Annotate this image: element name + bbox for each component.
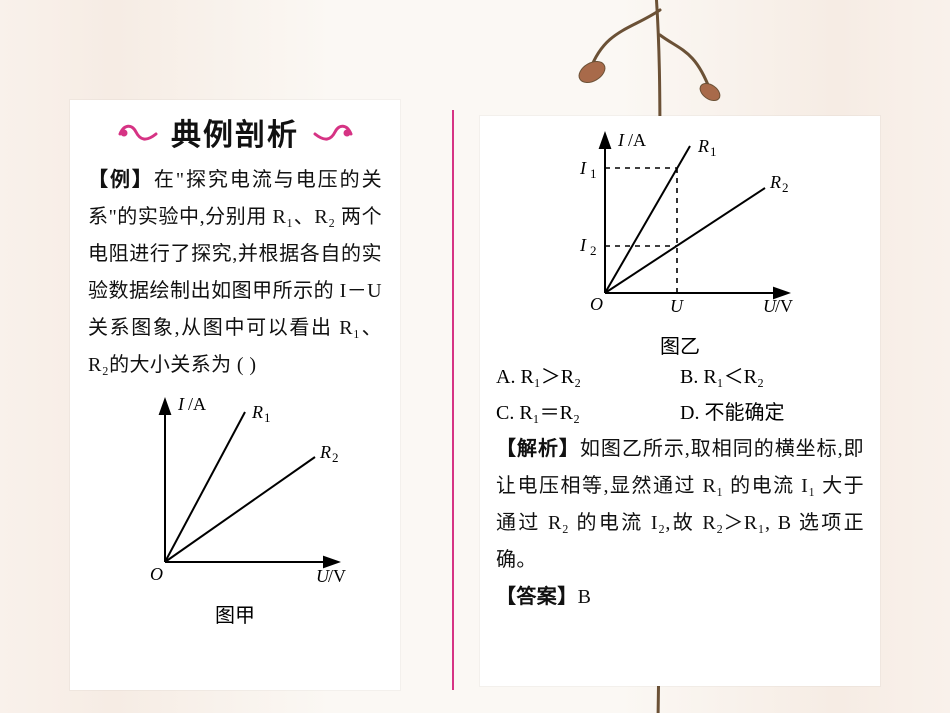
svg-text:I: I: [177, 394, 185, 414]
figure-jia: I /A U /V O R 1 R 2 图甲: [88, 392, 382, 628]
section-title-text: 典例剖析: [171, 119, 299, 152]
swirl-left-icon: [114, 121, 162, 151]
answer-prefix: 【答案】: [496, 586, 578, 608]
svg-text:1: 1: [710, 144, 717, 159]
svg-text:I: I: [617, 130, 625, 150]
svg-text:1: 1: [590, 166, 597, 181]
figure-yi-caption: 图乙: [496, 330, 864, 359]
svg-text:R: R: [769, 172, 781, 192]
page: 典例剖析 【例】在"探究电流与电压的关系"的实验中,分别用 R₁、R₂ 两个电阻…: [0, 0, 950, 713]
left-column: 典例剖析 【例】在"探究电流与电压的关系"的实验中,分别用 R₁、R₂ 两个电阻…: [70, 100, 400, 690]
column-divider: [452, 110, 454, 690]
svg-text:1: 1: [264, 410, 271, 425]
svg-text:/V: /V: [328, 566, 346, 586]
option-a: A. R₁＞R₂: [496, 359, 680, 395]
section-title: 典例剖析: [88, 110, 382, 154]
figure-jia-caption: 图甲: [88, 599, 382, 628]
option-c: C. R₁＝R₂: [496, 395, 680, 431]
svg-text:2: 2: [332, 450, 339, 465]
problem-prefix: 【例】: [88, 169, 154, 191]
svg-text:I: I: [579, 235, 587, 255]
options: A. R₁＞R₂ B. R₁＜R₂ C. R₁＝R₂ D. 不能确定: [496, 359, 864, 431]
svg-text:U: U: [670, 296, 684, 316]
svg-text:/V: /V: [775, 296, 793, 316]
option-d: D. 不能确定: [680, 395, 864, 431]
svg-text:/A: /A: [628, 130, 646, 150]
figure-yi: I /A U /V O U I 1 I 2 R 1 R 2 图乙: [496, 128, 864, 359]
svg-text:O: O: [150, 564, 163, 584]
right-column: I /A U /V O U I 1 I 2 R 1 R 2 图乙 A. R₁＞R…: [480, 116, 880, 686]
option-b: B. R₁＜R₂: [680, 359, 864, 395]
problem-body: 在"探究电流与电压的关系"的实验中,分别用 R₁、R₂ 两个电阻进行了探究,并根…: [88, 169, 382, 376]
svg-text:2: 2: [590, 243, 597, 258]
svg-text:/A: /A: [188, 394, 206, 414]
svg-text:R: R: [251, 402, 263, 422]
analysis-text: 【解析】如图乙所示,取相同的横坐标,即让电压相等,显然通过 R₁ 的电流 I₁ …: [496, 431, 864, 579]
answer-text: 【答案】B: [496, 579, 864, 616]
svg-text:2: 2: [782, 180, 789, 195]
svg-text:O: O: [590, 294, 603, 314]
swirl-right-icon: [309, 121, 357, 151]
svg-text:I: I: [579, 158, 587, 178]
svg-text:R: R: [697, 136, 709, 156]
svg-text:R: R: [319, 442, 331, 462]
analysis-prefix: 【解析】: [496, 438, 580, 460]
problem-text: 【例】在"探究电流与电压的关系"的实验中,分别用 R₁、R₂ 两个电阻进行了探究…: [88, 162, 382, 384]
answer-body: B: [578, 586, 592, 608]
